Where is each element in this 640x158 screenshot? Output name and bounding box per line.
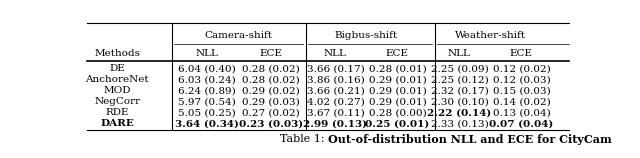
Text: MOD: MOD bbox=[104, 86, 131, 95]
Text: DE: DE bbox=[109, 64, 125, 73]
Text: ECE: ECE bbox=[510, 49, 533, 58]
Text: 0.25 (0.01): 0.25 (0.01) bbox=[365, 119, 429, 128]
Text: 4.02 (0.27): 4.02 (0.27) bbox=[307, 97, 364, 106]
Text: Camera-shift: Camera-shift bbox=[205, 31, 273, 40]
Text: NegCorr: NegCorr bbox=[94, 97, 140, 106]
Text: 3.67 (0.11): 3.67 (0.11) bbox=[307, 108, 364, 117]
Text: 0.28 (0.00): 0.28 (0.00) bbox=[369, 108, 426, 117]
Text: 3.66 (0.17): 3.66 (0.17) bbox=[307, 64, 364, 73]
Text: ECE: ECE bbox=[259, 49, 282, 58]
Text: Table 1:: Table 1: bbox=[280, 134, 328, 144]
Text: 0.29 (0.03): 0.29 (0.03) bbox=[242, 97, 300, 106]
Text: 0.28 (0.01): 0.28 (0.01) bbox=[369, 64, 426, 73]
Text: 0.13 (0.04): 0.13 (0.04) bbox=[493, 108, 550, 117]
Text: 2.33 (0.13): 2.33 (0.13) bbox=[431, 119, 488, 128]
Text: 0.29 (0.01): 0.29 (0.01) bbox=[369, 97, 426, 106]
Text: 2.32 (0.17): 2.32 (0.17) bbox=[431, 86, 488, 95]
Text: 0.29 (0.01): 0.29 (0.01) bbox=[369, 86, 426, 95]
Text: 0.12 (0.03): 0.12 (0.03) bbox=[493, 75, 550, 84]
Text: 2.99 (0.13): 2.99 (0.13) bbox=[303, 119, 367, 128]
Text: AnchoreNet: AnchoreNet bbox=[85, 75, 149, 84]
Text: 3.66 (0.21): 3.66 (0.21) bbox=[307, 86, 364, 95]
Text: 0.23 (0.03): 0.23 (0.03) bbox=[239, 119, 303, 128]
Text: Methods: Methods bbox=[94, 49, 140, 58]
Text: 2.30 (0.10): 2.30 (0.10) bbox=[431, 97, 488, 106]
Text: 0.12 (0.02): 0.12 (0.02) bbox=[493, 64, 550, 73]
Text: 0.29 (0.01): 0.29 (0.01) bbox=[369, 75, 426, 84]
Text: 6.04 (0.40): 6.04 (0.40) bbox=[178, 64, 236, 73]
Text: 0.29 (0.02): 0.29 (0.02) bbox=[242, 86, 300, 95]
Text: 2.25 (0.09): 2.25 (0.09) bbox=[431, 64, 488, 73]
Text: NLL: NLL bbox=[195, 49, 218, 58]
Text: RDE: RDE bbox=[106, 108, 129, 117]
Text: Weather-shift: Weather-shift bbox=[455, 31, 526, 40]
Text: NLL: NLL bbox=[324, 49, 347, 58]
Text: 0.27 (0.02): 0.27 (0.02) bbox=[242, 108, 300, 117]
Text: Out-of-distribution NLL and ECE for CityCam: Out-of-distribution NLL and ECE for City… bbox=[328, 134, 612, 145]
Text: 0.15 (0.03): 0.15 (0.03) bbox=[493, 86, 550, 95]
Text: 5.05 (0.25): 5.05 (0.25) bbox=[178, 108, 236, 117]
Text: ECE: ECE bbox=[386, 49, 409, 58]
Text: 0.28 (0.02): 0.28 (0.02) bbox=[242, 75, 300, 84]
Text: 0.07 (0.04): 0.07 (0.04) bbox=[490, 119, 554, 128]
Text: DARE: DARE bbox=[100, 119, 134, 128]
Text: 6.03 (0.24): 6.03 (0.24) bbox=[178, 75, 236, 84]
Text: 0.28 (0.02): 0.28 (0.02) bbox=[242, 64, 300, 73]
Text: 2.25 (0.12): 2.25 (0.12) bbox=[431, 75, 488, 84]
Text: 3.64 (0.34): 3.64 (0.34) bbox=[175, 119, 239, 128]
Text: Bigbus-shift: Bigbus-shift bbox=[335, 31, 398, 40]
Text: NLL: NLL bbox=[448, 49, 471, 58]
Text: 0.14 (0.02): 0.14 (0.02) bbox=[493, 97, 550, 106]
Text: 6.24 (0.89): 6.24 (0.89) bbox=[178, 86, 236, 95]
Text: 2.22 (0.14): 2.22 (0.14) bbox=[428, 108, 492, 117]
Text: 3.86 (0.16): 3.86 (0.16) bbox=[307, 75, 364, 84]
Text: 5.97 (0.54): 5.97 (0.54) bbox=[178, 97, 236, 106]
